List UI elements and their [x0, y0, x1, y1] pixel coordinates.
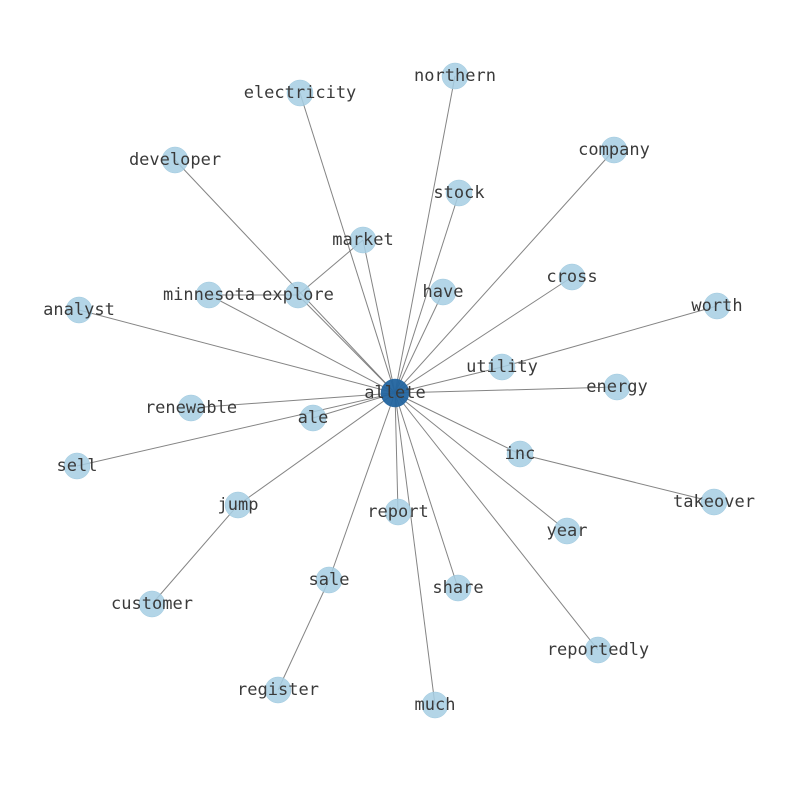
graph-edge	[76, 392, 396, 467]
graph-node[interactable]	[700, 488, 728, 516]
graph-node[interactable]	[558, 263, 586, 291]
graph-edge	[237, 392, 396, 506]
graph-node[interactable]	[315, 566, 343, 594]
graph-edge	[394, 392, 568, 532]
graph-node[interactable]	[284, 281, 312, 309]
graph-node[interactable]	[584, 636, 612, 664]
graph-edge	[362, 239, 396, 394]
nodes-layer	[63, 62, 731, 719]
graph-node[interactable]	[286, 79, 314, 107]
graph-node[interactable]	[429, 278, 457, 306]
edges-layer	[76, 75, 718, 706]
graph-node[interactable]	[349, 226, 377, 254]
graph-edge	[208, 294, 396, 394]
graph-edge	[394, 75, 456, 394]
graph-edge	[394, 291, 444, 394]
graph-edge	[277, 579, 330, 691]
graph-edge	[190, 392, 396, 409]
graph-edge	[394, 392, 459, 589]
graph-node[interactable]	[65, 296, 93, 324]
graph-node[interactable]	[600, 136, 628, 164]
graph-node[interactable]	[161, 146, 189, 174]
graph-edge	[394, 392, 436, 706]
graph-edge	[394, 386, 618, 394]
graph-edge	[394, 392, 399, 513]
graph-node[interactable]	[553, 517, 581, 545]
graph-edge	[501, 305, 718, 368]
graph-node[interactable]	[138, 590, 166, 618]
graph-edge	[394, 276, 573, 394]
graph-node[interactable]	[421, 691, 449, 719]
graph-edge	[394, 366, 503, 394]
graph-edge	[78, 309, 396, 394]
graph-node[interactable]	[264, 676, 292, 704]
graph-node[interactable]	[299, 404, 327, 432]
graph-edge	[299, 92, 396, 394]
graph-node[interactable]	[63, 452, 91, 480]
graph-edge	[394, 149, 615, 394]
graph-node[interactable]	[488, 353, 516, 381]
graph-edge	[151, 504, 239, 605]
graph-node[interactable]	[384, 498, 412, 526]
graph-edge	[328, 392, 396, 581]
graph-node[interactable]	[603, 373, 631, 401]
graph-node[interactable]	[444, 574, 472, 602]
graph-edge	[394, 392, 599, 651]
graph-node-center[interactable]	[380, 378, 410, 408]
graph-node[interactable]	[224, 491, 252, 519]
graph-node[interactable]	[445, 179, 473, 207]
graph-edge	[394, 392, 521, 455]
graph-node[interactable]	[195, 281, 223, 309]
graph-node[interactable]	[177, 394, 205, 422]
graph-edge	[174, 159, 396, 394]
graph-node[interactable]	[506, 440, 534, 468]
graph-edge	[297, 239, 364, 296]
graph-node[interactable]	[703, 292, 731, 320]
graph-edge	[297, 294, 396, 394]
graph-edge	[519, 453, 715, 503]
graph-edge	[312, 392, 396, 419]
graph-node[interactable]	[441, 62, 469, 90]
graph-edge	[394, 192, 460, 394]
